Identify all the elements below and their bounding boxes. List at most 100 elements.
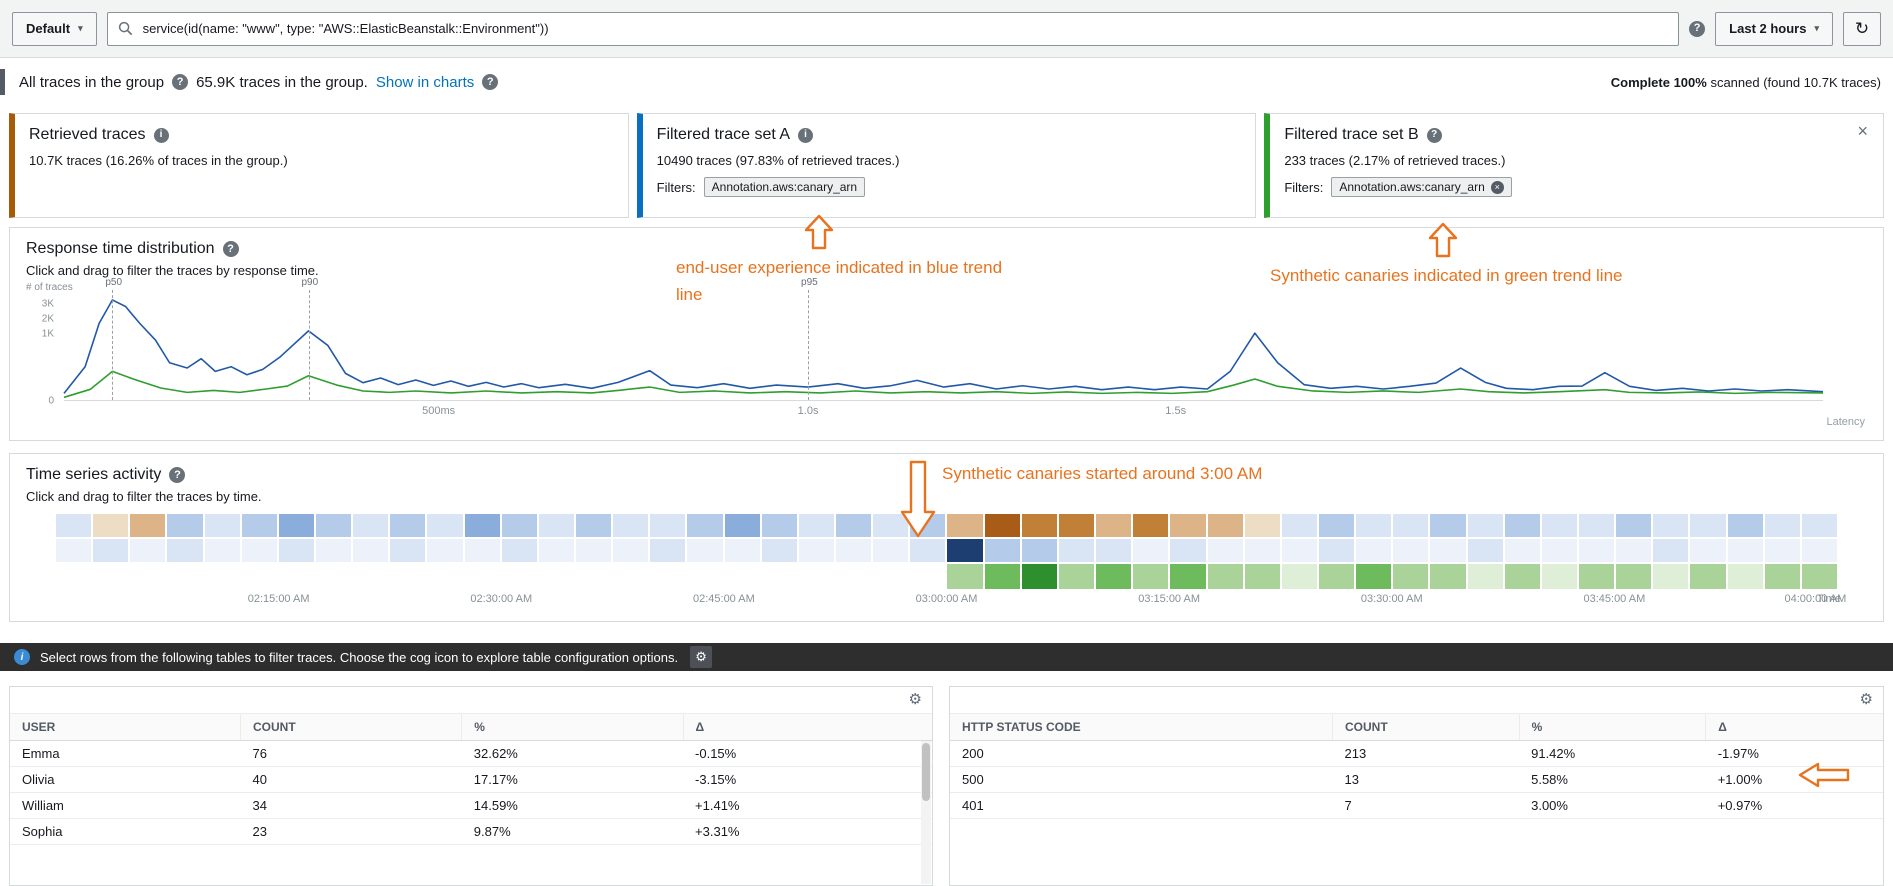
heatmap-cell bbox=[576, 539, 612, 562]
percentile-line-p90: p90 bbox=[302, 277, 318, 400]
table-cell: +1.00% bbox=[1705, 766, 1883, 793]
time-axis-ticks: Time 02:15:00 AM 02:30:00 AM 02:45:00 AM 03… bbox=[56, 589, 1847, 605]
set-b-title: Filtered trace set B bbox=[1284, 126, 1419, 143]
heatmap-cell bbox=[650, 539, 686, 562]
heatmap-cell bbox=[390, 564, 425, 589]
table-cell: 9.87% bbox=[461, 818, 684, 845]
heatmap-cell bbox=[1356, 564, 1392, 589]
heatmap-cell bbox=[687, 514, 723, 537]
heatmap-cell bbox=[353, 514, 389, 537]
heatmap-cell bbox=[1244, 514, 1280, 537]
charts-help-icon[interactable]: ? bbox=[482, 74, 499, 90]
response-time-title: Response time distribution bbox=[26, 240, 215, 257]
heatmap-cell bbox=[1281, 564, 1317, 589]
table-header-row: USER COUNT% Δ bbox=[10, 713, 932, 741]
heatmap-cell bbox=[1096, 564, 1132, 589]
heatmap-cell bbox=[464, 539, 500, 562]
gear-icon[interactable]: ⚙ bbox=[1859, 691, 1873, 708]
heatmap-cell bbox=[1096, 514, 1132, 537]
heatmap-cell bbox=[241, 539, 277, 562]
response-time-subtitle: Click and drag to filter the traces by r… bbox=[26, 263, 319, 278]
heatmap-cell bbox=[1690, 564, 1726, 589]
info-icon[interactable]: i bbox=[153, 127, 169, 143]
info-icon[interactable]: i bbox=[798, 127, 814, 143]
trend-lines-svg bbox=[64, 296, 1823, 400]
heatmap-cell bbox=[1541, 564, 1577, 589]
table-cell: +3.31% bbox=[683, 818, 932, 845]
set-a-filters-label: Filters: bbox=[656, 179, 696, 195]
time-range-dropdown[interactable]: Last 2 hours ▾ bbox=[1715, 11, 1833, 46]
heatmap-cell bbox=[130, 564, 165, 589]
refresh-button[interactable]: ↻ bbox=[1843, 11, 1881, 46]
heatmap-cell bbox=[278, 539, 315, 562]
help-icon[interactable]: ? bbox=[1426, 127, 1442, 143]
heatmap-cell bbox=[1727, 514, 1763, 537]
heatmap-cell bbox=[1727, 539, 1763, 562]
table-row[interactable]: 401 7 3.00% +0.97% bbox=[950, 792, 1883, 819]
heatmap-cell bbox=[613, 514, 649, 537]
chevron-down-icon: ▾ bbox=[78, 23, 83, 33]
heatmap-cell bbox=[725, 564, 760, 589]
heatmap-cell bbox=[1318, 514, 1355, 537]
heatmap-cell bbox=[1244, 564, 1280, 589]
table-row[interactable]: Emma 76 32.62% -0.15% bbox=[10, 740, 932, 767]
set-a-subtitle: 10490 traces (97.83% of retrieved traces… bbox=[656, 153, 900, 168]
heatmap-cell bbox=[1058, 514, 1095, 537]
retrieved-traces-card[interactable]: Retrieved traces i 10.7K traces (16.26% … bbox=[9, 113, 629, 218]
heatmap-cell bbox=[836, 514, 872, 537]
heatmap-cell bbox=[502, 564, 537, 589]
filter-chip-label: Annotation.aws:canary_arn bbox=[1339, 180, 1485, 194]
remove-filter-icon[interactable]: × bbox=[1490, 180, 1504, 194]
table-row[interactable]: Olivia 40 17.17% -3.15% bbox=[10, 766, 932, 793]
heatmap-cell bbox=[910, 539, 946, 562]
heatmap-cell bbox=[947, 539, 983, 562]
set-a-filter-chip[interactable]: Annotation.aws:canary_arn bbox=[703, 177, 866, 197]
gear-icon[interactable]: ⚙ bbox=[908, 691, 922, 708]
response-time-help-icon[interactable]: ? bbox=[222, 241, 239, 257]
trace-query-searchbox[interactable] bbox=[106, 11, 1680, 46]
heatmap-cell bbox=[1393, 514, 1429, 537]
heatmap-cell bbox=[1021, 539, 1057, 562]
time-series-help-icon[interactable]: ? bbox=[169, 467, 186, 483]
activity-heatmap[interactable]: Time 02:15:00 AM 02:30:00 AM 02:45:00 AM 03… bbox=[56, 514, 1847, 605]
y-axis-label: # of traces bbox=[26, 282, 73, 293]
retrieved-traces-subtitle: 10.7K traces (16.26% of traces in the gr… bbox=[29, 153, 288, 168]
set-b-filter-chip[interactable]: Annotation.aws:canary_arn × bbox=[1331, 177, 1512, 197]
heatmap-grid[interactable] bbox=[56, 514, 1837, 589]
scrollbar[interactable] bbox=[921, 741, 931, 884]
time-range-label: Last 2 hours bbox=[1729, 21, 1807, 36]
set-b-subtitle: 233 traces (2.17% of retrieved traces.) bbox=[1284, 153, 1506, 168]
column-header: % bbox=[1518, 713, 1706, 741]
query-help-icon[interactable]: ? bbox=[1689, 20, 1706, 37]
response-time-chart[interactable]: # of traces 3K 2K 1K 0 p50 p90 p95 500ms 1.0s 1… bbox=[26, 277, 1867, 434]
table-cell: 401 bbox=[950, 792, 1333, 819]
filter-toolbar: Default ▾ ? Last 2 hours ▾ ↻ bbox=[0, 0, 1893, 58]
set-a-title: Filtered trace set A bbox=[656, 126, 791, 143]
time-series-subtitle: Click and drag to filter the traces by t… bbox=[26, 489, 262, 504]
group-selector-dropdown[interactable]: Default ▾ bbox=[12, 11, 97, 46]
trace-query-input[interactable] bbox=[140, 20, 1669, 37]
group-trace-count: 65.9K traces in the group. bbox=[196, 73, 368, 91]
table-row[interactable]: 200 213 91.42% -1.97% bbox=[950, 740, 1883, 767]
x-tick: 1.5s bbox=[1165, 405, 1187, 417]
scrollbar-thumb[interactable] bbox=[922, 743, 930, 801]
set-b-filters-label: Filters: bbox=[1284, 179, 1324, 195]
heatmap-cell bbox=[1170, 514, 1206, 537]
table-row[interactable]: 500 13 5.58% +1.00% bbox=[950, 766, 1883, 793]
time-tick: 03:30:00 AM bbox=[1360, 593, 1423, 605]
heatmap-cell bbox=[427, 539, 463, 562]
gear-icon[interactable]: ⚙ bbox=[690, 646, 713, 668]
response-time-panel: Response time distribution ? Click and d… bbox=[9, 227, 1884, 441]
heatmap-cell bbox=[316, 539, 352, 562]
chevron-down-icon: ▾ bbox=[1814, 23, 1819, 33]
filtered-set-a-card[interactable]: Filtered trace set A i 10490 traces (97.… bbox=[636, 113, 1257, 218]
show-in-charts-link[interactable]: Show in charts bbox=[375, 73, 475, 91]
latency-histogram-plot[interactable]: p50 p90 p95 bbox=[64, 277, 1823, 401]
close-icon[interactable]: × bbox=[1857, 121, 1868, 141]
group-help-icon[interactable]: ? bbox=[172, 74, 189, 90]
table-row[interactable]: Sophia 23 9.87% +3.31% bbox=[10, 818, 932, 845]
x-tick: 1.0s bbox=[797, 405, 819, 417]
heatmap-cell bbox=[1801, 514, 1837, 537]
table-row[interactable]: William 34 14.59% +1.41% bbox=[10, 792, 932, 819]
filtered-set-b-card[interactable]: Filtered trace set B ? 233 traces (2.17%… bbox=[1264, 113, 1885, 218]
